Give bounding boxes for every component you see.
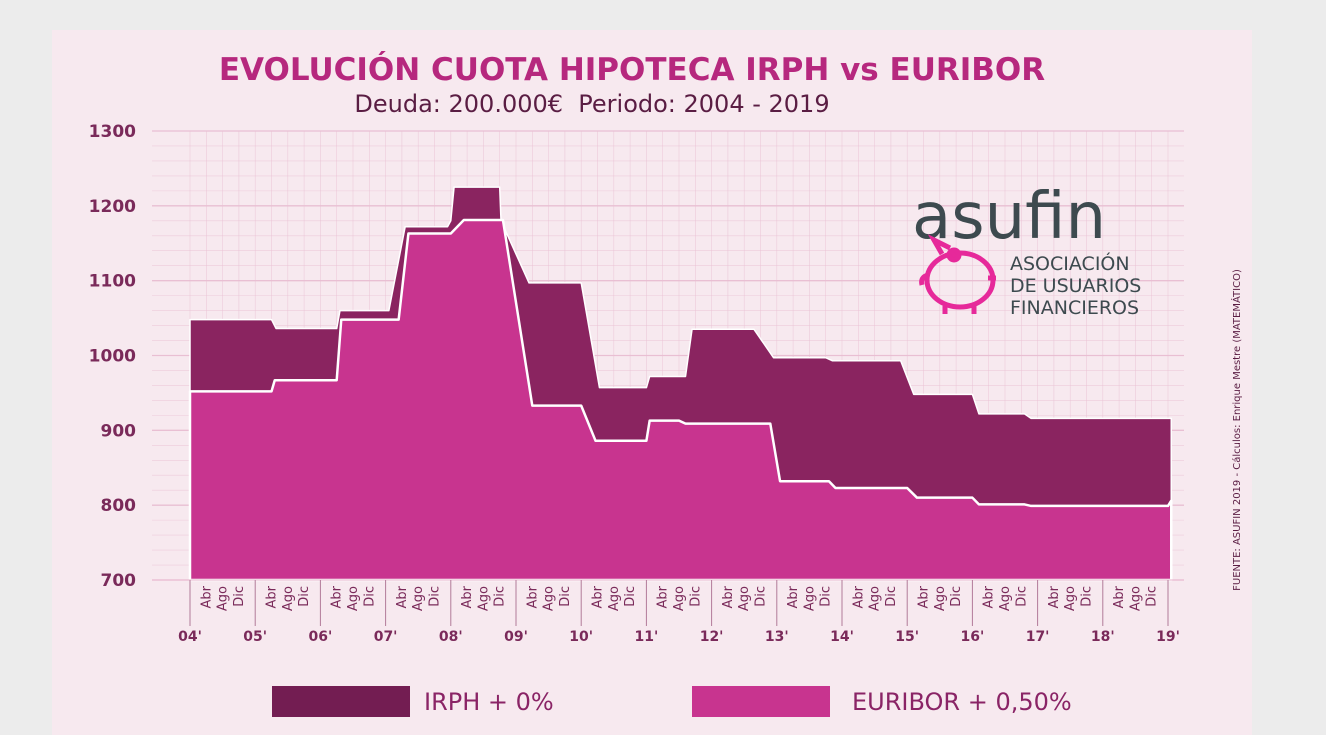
- month-label: Ago: [542, 586, 557, 611]
- logo-line-3: FINANCIEROS: [1010, 297, 1139, 319]
- year-label: 11': [635, 629, 659, 645]
- year-label: 04': [178, 629, 202, 645]
- y-tick-label: 1200: [89, 197, 136, 217]
- month-label: Ago: [737, 586, 752, 611]
- month-label: Abr: [656, 585, 671, 608]
- y-tick-label: 800: [101, 496, 137, 516]
- month-label: Dic: [558, 586, 573, 607]
- month-label: Ago: [281, 586, 296, 611]
- plot-areas: [152, 186, 1184, 582]
- month-label: Ago: [1063, 586, 1078, 611]
- legend-swatch-irph: [272, 686, 410, 717]
- month-label: Dic: [297, 586, 312, 607]
- month-label: Dic: [1014, 586, 1029, 607]
- month-label: Dic: [754, 586, 769, 607]
- month-label: Dic: [949, 586, 964, 607]
- month-label: Ago: [802, 586, 817, 611]
- month-label: Dic: [232, 586, 247, 607]
- month-label: Abr: [591, 585, 606, 608]
- month-label: Abr: [1112, 585, 1127, 608]
- month-label: Ago: [1128, 586, 1143, 611]
- month-label: Abr: [525, 585, 540, 608]
- month-label: Dic: [493, 586, 508, 607]
- month-label: Abr: [330, 585, 345, 608]
- year-label: 12': [700, 629, 724, 645]
- y-tick-label: 700: [101, 571, 137, 591]
- month-label: Abr: [395, 585, 410, 608]
- month-label: Ago: [411, 586, 426, 611]
- year-label: 15': [895, 629, 919, 645]
- month-label: Dic: [819, 586, 834, 607]
- asufin-logo: asufin ASOCIACIÓN DE USUARIOS FINANCIERO…: [912, 180, 1141, 319]
- logo-line-2: DE USUARIOS: [1010, 275, 1141, 297]
- month-label: Dic: [362, 586, 377, 607]
- year-label: 08': [439, 629, 463, 645]
- month-label: Dic: [428, 586, 443, 607]
- month-label: Dic: [623, 586, 638, 607]
- year-label: 19': [1156, 629, 1180, 645]
- y-tick-label: 900: [101, 421, 137, 441]
- y-tick-label: 1100: [89, 272, 136, 292]
- year-label: 07': [374, 629, 398, 645]
- piggy-bank-icon: [919, 234, 996, 314]
- year-label: 10': [569, 629, 593, 645]
- month-label: Dic: [1145, 586, 1160, 607]
- chart: EVOLUCIÓN CUOTA HIPOTECA IRPH vs EURIBOR…: [89, 51, 1243, 717]
- legend-label-euribor: EURIBOR + 0,50%: [852, 688, 1072, 716]
- month-label: Dic: [884, 586, 899, 607]
- month-label: Abr: [721, 585, 736, 608]
- month-label: Abr: [917, 585, 932, 608]
- month-label: Ago: [868, 586, 883, 611]
- legend-label-irph: IRPH + 0%: [424, 688, 554, 716]
- year-label: 17': [1026, 629, 1050, 645]
- month-label: Abr: [786, 585, 801, 608]
- year-label: 18': [1091, 629, 1115, 645]
- month-label: Ago: [216, 586, 231, 611]
- chart-subtitle: Deuda: 200.000€ Periodo: 2004 - 2019: [354, 90, 829, 118]
- year-label: 16': [961, 629, 985, 645]
- logo-line-1: ASOCIACIÓN: [1010, 251, 1130, 275]
- month-label: Abr: [199, 585, 214, 608]
- y-axis-ticks: 1300 1200 1100 1000 900 800 700: [89, 122, 136, 591]
- month-label: Ago: [998, 586, 1013, 611]
- month-label: Abr: [1047, 585, 1062, 608]
- month-label: Abr: [982, 585, 997, 608]
- year-label: 06': [309, 629, 333, 645]
- month-label: Ago: [933, 586, 948, 611]
- month-label: Abr: [265, 585, 280, 608]
- month-label: Abr: [851, 585, 866, 608]
- year-label: 09': [504, 629, 528, 645]
- month-label: Abr: [460, 585, 475, 608]
- source-note: FUENTE: ASUFIN 2019 - Cálculos: Enrique …: [1230, 269, 1243, 591]
- legend: IRPH + 0% EURIBOR + 0,50%: [272, 686, 1072, 717]
- logo-word: asufin: [912, 180, 1106, 254]
- month-label: Dic: [1080, 586, 1095, 607]
- year-label: 13': [765, 629, 789, 645]
- chart-title: EVOLUCIÓN CUOTA HIPOTECA IRPH vs EURIBOR: [219, 51, 1045, 88]
- month-label: Ago: [476, 586, 491, 611]
- euribor-area: [188, 218, 1173, 582]
- year-label: 14': [830, 629, 854, 645]
- month-label: Ago: [672, 586, 687, 611]
- chart-card: EVOLUCIÓN CUOTA HIPOTECA IRPH vs EURIBOR…: [52, 30, 1252, 735]
- legend-swatch-euribor: [692, 686, 830, 717]
- month-label: Ago: [607, 586, 622, 611]
- y-tick-label: 1300: [89, 122, 136, 142]
- month-label: Ago: [346, 586, 361, 611]
- month-label: Dic: [688, 586, 703, 607]
- y-tick-label: 1000: [89, 347, 136, 367]
- year-label: 05': [243, 629, 267, 645]
